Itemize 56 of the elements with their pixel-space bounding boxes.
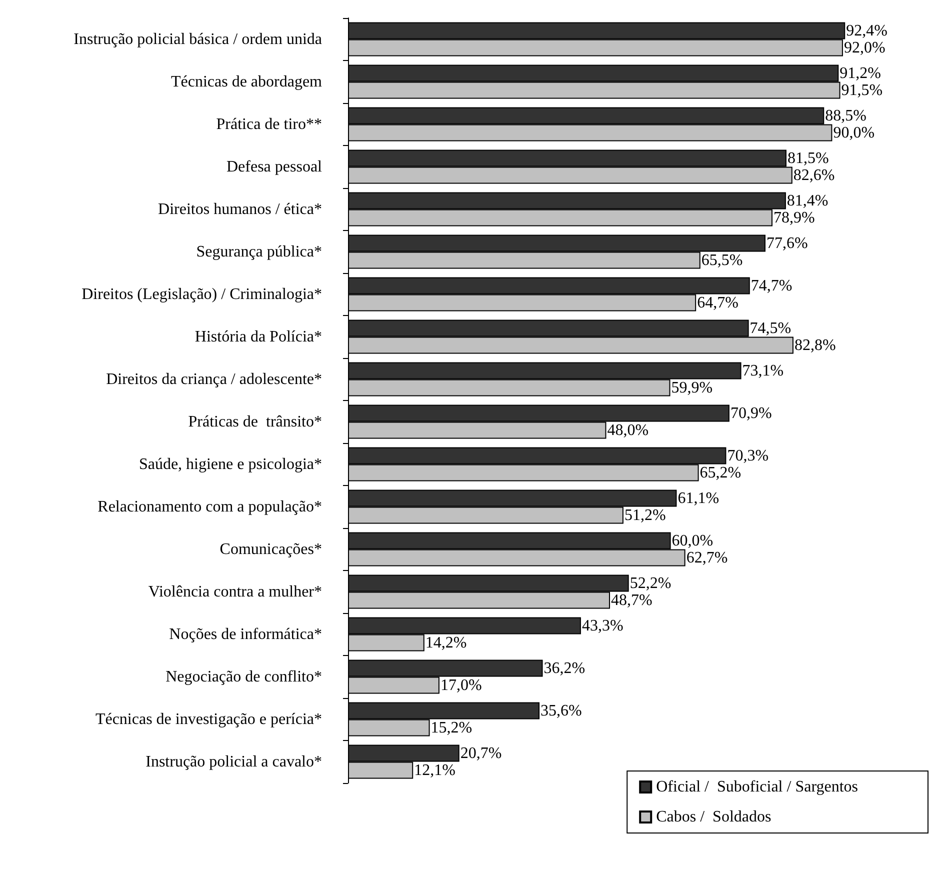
y-tick-label: Instrução policial a cavalo* [146,753,322,770]
legend-label: Cabos / Soldados [656,808,772,826]
data-label: 60,0% [672,532,714,550]
y-tick-label: Comunicações* [220,540,322,558]
y-tick-label: Segurança pública* [196,243,322,260]
data-label: 51,2% [624,506,666,524]
data-label: 91,5% [841,82,883,99]
y-tick-label: História da Polícia* [194,328,322,346]
data-label: 82,6% [793,166,835,184]
data-label: 20,7% [460,744,502,762]
data-label: 90,0% [833,124,875,142]
data-label: 91,2% [840,64,881,82]
y-tick-label: Técnicas de investigação e perícia* [95,710,322,728]
data-label: 35,6% [540,702,582,720]
y-tick-label: Violência contra a mulher* [148,583,322,600]
data-label: 92,0% [844,39,886,56]
data-label: 81,5% [787,150,829,167]
y-tick-label: Prática de tiro** [216,116,322,133]
y-tick-label: Práticas de trânsito* [188,413,322,430]
data-label: 52,2% [630,574,672,592]
data-label: 12,1% [414,762,456,779]
legend-label: Oficial / Suboficial / Sargentos [656,778,858,796]
data-label: 78,9% [773,209,815,226]
data-label: 74,7% [750,277,792,294]
data-label: 15,2% [430,719,472,736]
y-tick-label: Negociação de conflito* [166,668,322,686]
data-label: 36,2% [544,660,586,677]
data-label: 74,5% [750,320,792,337]
data-label: 70,3% [727,447,769,464]
data-label: 43,3% [582,617,624,634]
data-label: 82,8% [794,336,836,354]
y-tick-label: Técnicas de abordagem [170,73,323,90]
y-tick-label: Direitos (Legislação) / Criminalogia* [82,286,322,303]
data-label: 59,9% [671,379,713,396]
data-label: 17,0% [440,676,482,694]
y-tick-label: Instrução policial básica / ordem unida [74,30,322,48]
data-label: 62,7% [686,549,728,566]
y-tick-label: Noções de informática* [169,626,322,643]
data-label: 77,6% [766,234,808,252]
y-tick-label: Defesa pessoal [226,158,323,176]
y-tick-label: Direitos humanos / ética* [158,200,322,218]
data-label: 65,2% [700,464,742,482]
y-tick-label: Direitos da criança / adolescente* [106,370,322,388]
data-label: 81,4% [786,192,828,210]
data-label: 48,0% [607,422,649,439]
data-label: 64,7% [697,294,738,312]
y-tick-label: Saúde, higiene e psicologia* [138,456,322,473]
data-label: 14,2% [425,634,467,652]
data-label: 65,5% [701,252,743,269]
data-label: 70,9% [730,404,772,422]
data-label: 73,1% [742,362,784,380]
data-label: 48,7% [611,592,652,609]
data-label: 92,4% [846,22,888,40]
data-label: 61,1% [678,490,720,507]
data-label: 88,5% [825,107,866,124]
y-tick-label: Relacionamento com a população* [98,498,322,516]
